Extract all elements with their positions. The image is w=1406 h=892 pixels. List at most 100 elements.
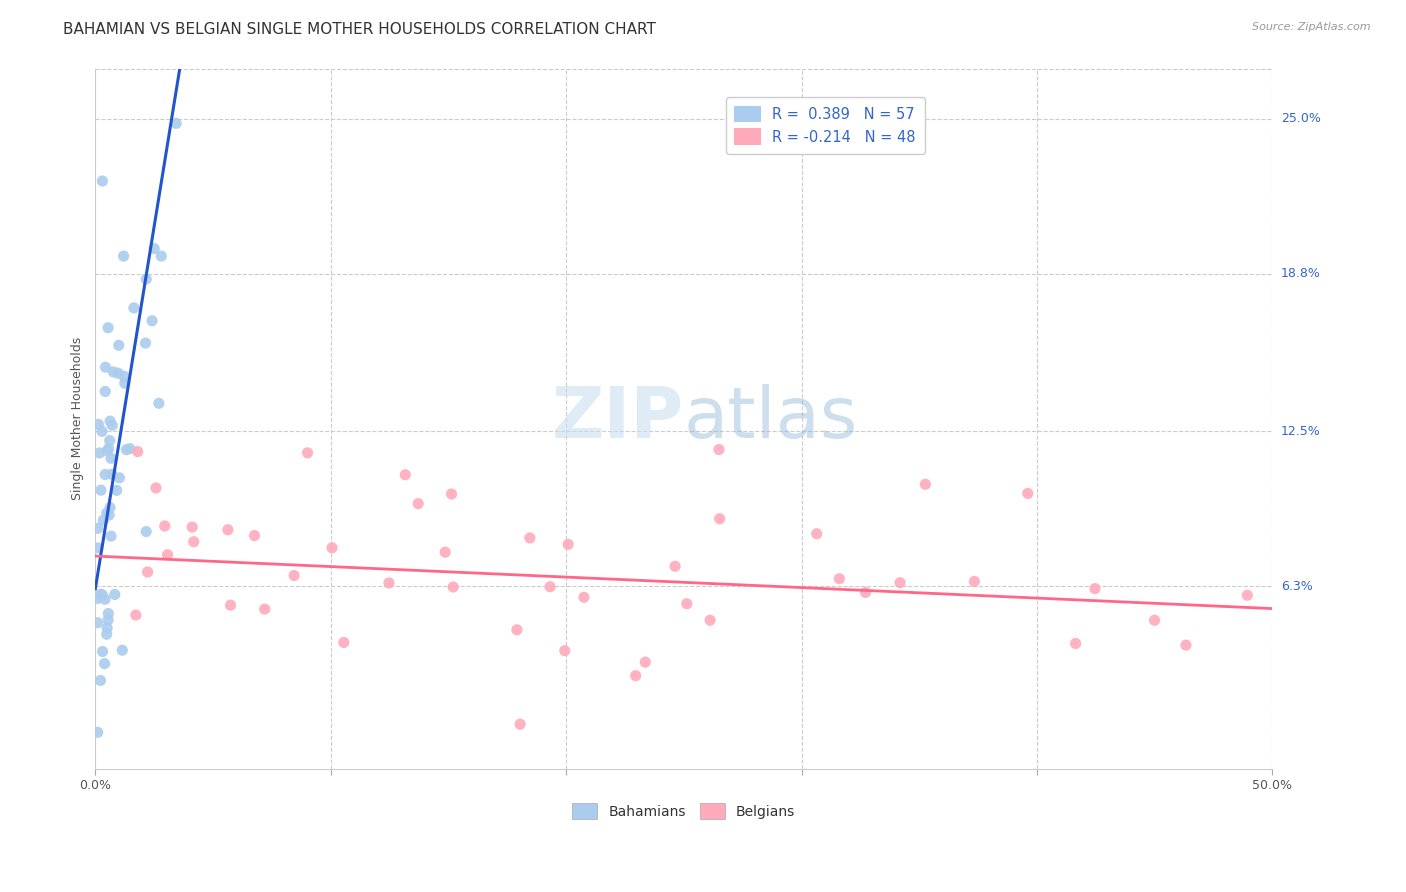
Point: [91, 513, 114, 527]
Point: [87, 417, 110, 432]
Point: [557, 537, 579, 551]
Point: [89, 446, 111, 460]
Point: [98, 414, 121, 428]
Text: 18.8%: 18.8%: [1281, 267, 1320, 280]
Point: [114, 376, 136, 391]
Point: [440, 487, 463, 501]
Y-axis label: Single Mother Households: Single Mother Households: [72, 337, 84, 500]
Point: [115, 442, 138, 457]
Point: [283, 568, 305, 582]
Point: [86, 615, 108, 630]
Point: [297, 446, 319, 460]
Point: [135, 272, 157, 286]
Point: [96, 621, 118, 635]
Point: [107, 338, 129, 352]
Point: [145, 481, 167, 495]
Point: [165, 116, 187, 130]
Point: [889, 575, 911, 590]
Point: [675, 597, 697, 611]
Point: [89, 587, 111, 601]
Point: [624, 668, 647, 682]
Point: [90, 483, 112, 498]
Point: [572, 591, 595, 605]
Point: [127, 444, 149, 458]
Point: [321, 541, 343, 555]
Point: [707, 442, 730, 457]
Point: [105, 483, 128, 498]
Legend: Bahamians, Belgians: Bahamians, Belgians: [567, 797, 801, 825]
Point: [101, 418, 124, 433]
Point: [243, 528, 266, 542]
Point: [538, 580, 561, 594]
Point: [394, 467, 416, 482]
Point: [97, 442, 120, 456]
Point: [1084, 582, 1107, 596]
Point: [97, 607, 120, 621]
Point: [94, 384, 117, 399]
Point: [103, 365, 125, 379]
Point: [441, 580, 464, 594]
Point: [828, 572, 851, 586]
Point: [406, 497, 429, 511]
Point: [98, 434, 121, 448]
Point: [100, 451, 122, 466]
Point: [217, 523, 239, 537]
Point: [506, 623, 529, 637]
Point: [554, 643, 576, 657]
Point: [143, 242, 166, 256]
Point: [135, 336, 157, 351]
Point: [94, 592, 117, 607]
Point: [136, 565, 159, 579]
Point: [108, 471, 131, 485]
Point: [434, 545, 457, 559]
Point: [806, 526, 828, 541]
Text: 25.0%: 25.0%: [1281, 112, 1320, 125]
Point: [519, 531, 541, 545]
Point: [125, 608, 148, 623]
Point: [96, 506, 118, 520]
Point: [1236, 588, 1258, 602]
Text: BAHAMIAN VS BELGIAN SINGLE MOTHER HOUSEHOLDS CORRELATION CHART: BAHAMIAN VS BELGIAN SINGLE MOTHER HOUSEH…: [63, 22, 657, 37]
Point: [97, 320, 120, 334]
Point: [91, 174, 114, 188]
Point: [855, 585, 877, 599]
Text: 12.5%: 12.5%: [1281, 425, 1320, 438]
Point: [141, 314, 163, 328]
Point: [378, 576, 401, 591]
Point: [153, 519, 176, 533]
Point: [96, 443, 118, 458]
Point: [664, 559, 686, 574]
Point: [97, 613, 120, 627]
Text: Source: ZipAtlas.com: Source: ZipAtlas.com: [1253, 22, 1371, 32]
Point: [181, 520, 204, 534]
Text: atlas: atlas: [683, 384, 858, 453]
Point: [914, 477, 936, 491]
Point: [96, 627, 118, 641]
Point: [89, 673, 111, 688]
Point: [112, 249, 135, 263]
Point: [1143, 613, 1166, 627]
Point: [709, 512, 731, 526]
Text: 6.3%: 6.3%: [1281, 580, 1313, 592]
Point: [91, 588, 114, 602]
Point: [86, 591, 108, 606]
Point: [219, 598, 242, 612]
Point: [112, 369, 135, 384]
Point: [148, 396, 170, 410]
Point: [100, 467, 122, 482]
Point: [86, 521, 108, 535]
Point: [634, 655, 657, 669]
Point: [91, 425, 114, 439]
Text: ZIP: ZIP: [551, 384, 683, 453]
Point: [699, 613, 721, 627]
Point: [107, 366, 129, 380]
Point: [98, 500, 121, 515]
Point: [98, 508, 121, 522]
Point: [111, 643, 134, 657]
Point: [509, 717, 531, 731]
Point: [333, 635, 356, 649]
Point: [118, 442, 141, 456]
Point: [86, 725, 108, 739]
Point: [94, 467, 117, 482]
Point: [122, 301, 145, 315]
